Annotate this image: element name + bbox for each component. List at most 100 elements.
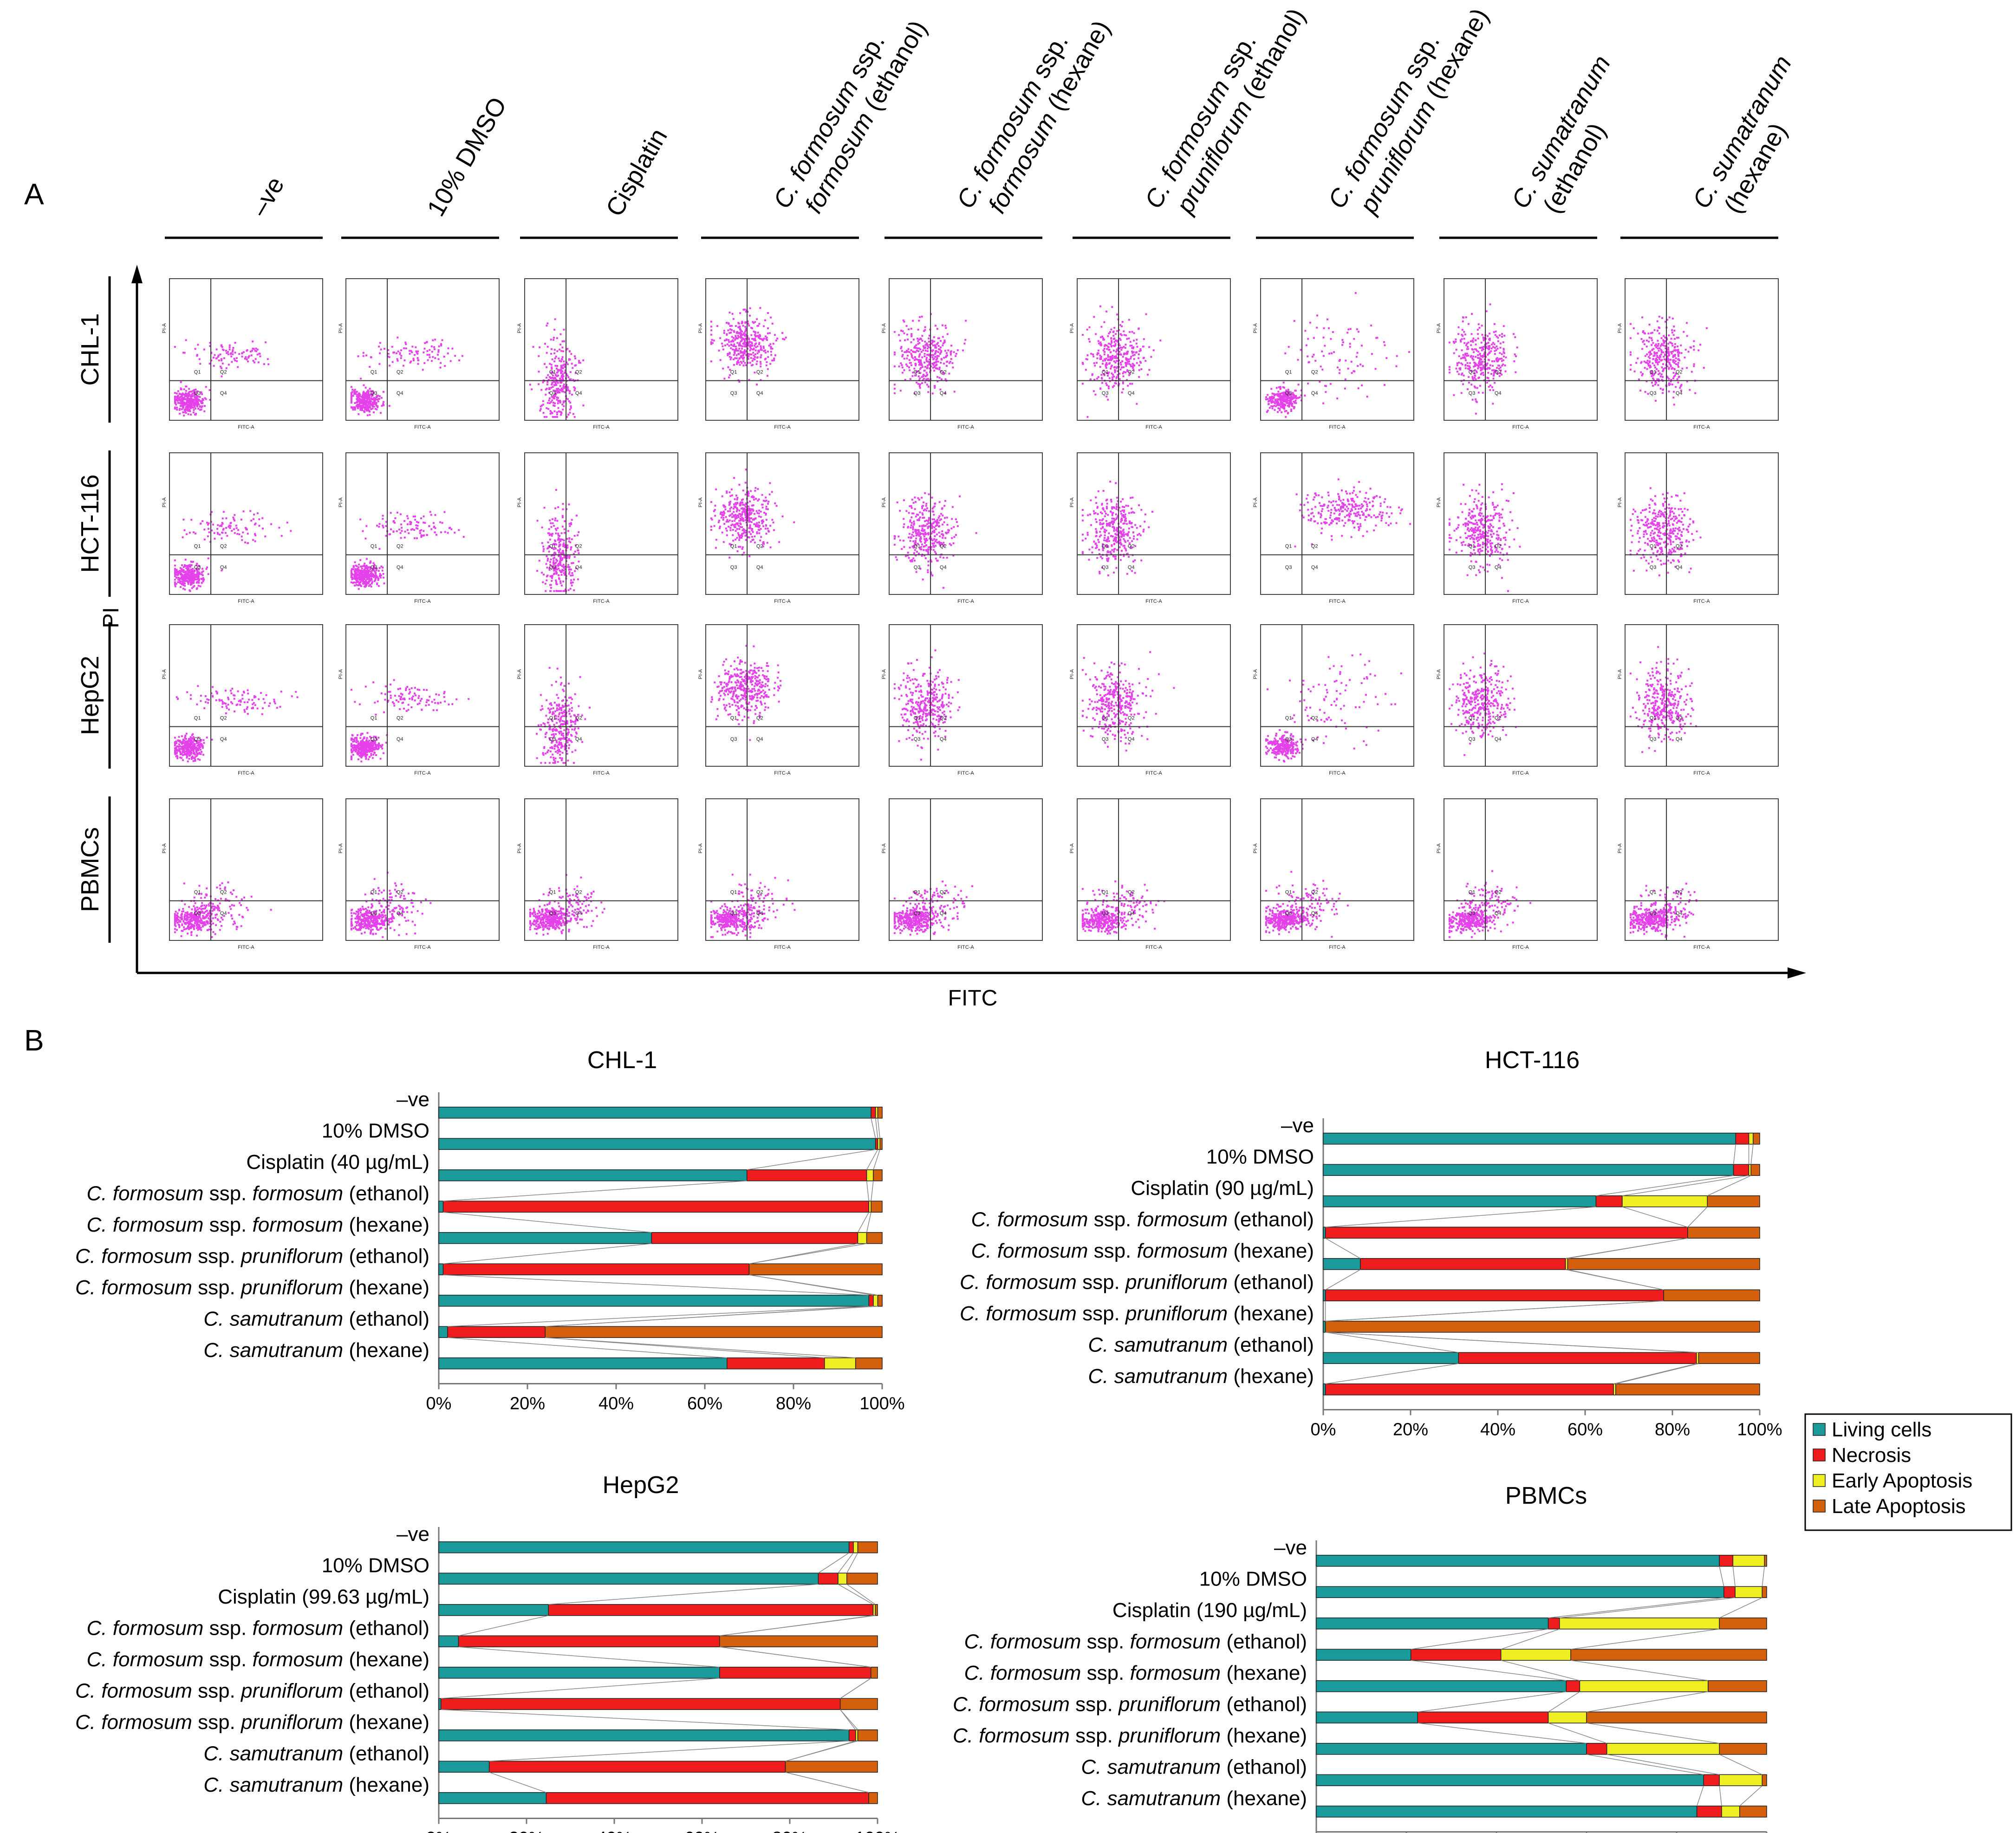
series-connector-line [1696, 1786, 1704, 1807]
flow-plot-frame [524, 278, 678, 421]
bar-segment-living-cells [438, 1107, 871, 1119]
row-header-label: PBMCs [76, 827, 104, 912]
bar-segment-necrosis [548, 1604, 874, 1616]
mini-y-label: PI-A [698, 669, 703, 679]
event-dots [1629, 882, 1697, 938]
event-dots [1629, 315, 1708, 406]
category-label: C. formosum ssp. formosum (hexane) [964, 1662, 1307, 1684]
series-connector-line [1501, 1660, 1580, 1681]
mini-x-label: FITC-A [1329, 945, 1346, 950]
quadrant-label: Q2 [1128, 369, 1135, 375]
quadrant-label: Q2 [575, 715, 582, 721]
quadrant-label: Q4 [397, 565, 403, 570]
quadrant-label: Q3 [1102, 565, 1109, 570]
category-label: C. samutranum (ethanol) [203, 1742, 429, 1765]
quadrant-label: Q3 [914, 391, 921, 396]
bar-segment-late-apoptosis [877, 1295, 883, 1307]
series-connector-line [443, 1274, 869, 1296]
flow-plot: Q1 Q2 Q3 Q4 FITC-A PI-A [162, 278, 323, 430]
flow-plot: Q1 Q2 Q3 Q4 FITC-A PI-A [338, 798, 500, 950]
quadrant-label: Q4 [1495, 565, 1502, 570]
event-dots [1265, 653, 1402, 763]
flow-plot: Q1 Q2 Q3 Q4 FITC-A PI-A [338, 452, 500, 604]
quadrant-label: Q1 [1650, 715, 1657, 721]
flow-plot-frame [1444, 452, 1598, 595]
legend-swatch [1813, 1448, 1826, 1461]
row-header-label: HepG2 [76, 656, 104, 735]
series-connector-line [1559, 1597, 1736, 1618]
quadrant-label: Q2 [1495, 369, 1502, 375]
quadrant-label: Q3 [1469, 737, 1476, 742]
category-label: –ve [397, 1088, 429, 1111]
bar-segment-late-apoptosis [1762, 1774, 1767, 1787]
flow-plot: Q1 Q2 Q3 Q4 FITC-A PI-A [1436, 278, 1598, 430]
mini-y-label: PI-A [1253, 669, 1258, 679]
mini-x-label: FITC-A [593, 770, 610, 776]
event-dots [350, 511, 465, 590]
quadrant-label: Q4 [397, 911, 403, 916]
mini-y-label: PI-A [517, 323, 522, 333]
flow-plot: Q1 Q2 Q3 Q4 FITC-A PI-A [1436, 624, 1598, 776]
bar-segment-necrosis [1360, 1258, 1566, 1270]
mini-y-label: PI-A [517, 843, 522, 853]
bar-segment-late-apoptosis [871, 1200, 883, 1213]
quadrant-label: Q2 [940, 889, 947, 895]
bar-segment-late-apoptosis [873, 1169, 883, 1181]
series-connector-line [838, 1584, 873, 1605]
mini-x-label: FITC-A [1145, 770, 1162, 776]
mini-y-label: PI-A [881, 497, 887, 507]
mini-x-label: FITC-A [957, 945, 974, 950]
quadrant-label: Q1 [1650, 543, 1657, 549]
series-connector-line [1418, 1722, 1587, 1744]
quadrant-label: Q1 [1469, 543, 1476, 549]
bar-segment-late-apoptosis [1567, 1258, 1760, 1270]
category-label: C. formosum ssp. formosum (ethanol) [87, 1182, 429, 1205]
bar-segment-early-apoptosis [1732, 1555, 1765, 1567]
quadrant-label: Q4 [1676, 391, 1683, 396]
mini-x-label: FITC-A [238, 424, 254, 430]
flow-plot-frame [1077, 624, 1231, 767]
mini-y-label: PI-A [881, 843, 887, 853]
event-dots [1081, 481, 1153, 576]
x-tick-label: 60% [684, 1829, 720, 1833]
bar-segment-necrosis [1723, 1586, 1736, 1598]
quadrant-label: Q3 [730, 737, 737, 742]
event-dots [350, 679, 470, 763]
bar-segment-late-apoptosis [879, 1138, 883, 1150]
column-header: C. formosum ssp.pruniflorum (hexane) [1323, 4, 1494, 219]
event-dots [174, 339, 270, 417]
bar-segment-necrosis [442, 1200, 870, 1213]
series-connector-line [1411, 1660, 1567, 1681]
series-connector-line [1325, 1332, 1699, 1353]
category-label: C. formosum ssp. pruniflorum (ethanol) [75, 1679, 429, 1702]
bar-segment-necrosis [1733, 1164, 1749, 1176]
series-connector-line [857, 1212, 869, 1233]
category-label: C. formosum ssp. pruniflorum (hexane) [960, 1302, 1314, 1325]
event-dots [529, 874, 605, 936]
bar-segment-early-apoptosis [857, 1232, 867, 1244]
series-connector-line [1325, 1300, 1664, 1322]
series-connector-line [1739, 1785, 1762, 1807]
mini-y-label: PI-A [1069, 843, 1075, 853]
quadrant-label: Q3 [730, 911, 737, 916]
quadrant-label: Q3 [549, 565, 556, 570]
bar-segment-necrosis [458, 1635, 720, 1648]
quadrant-label: Q3 [371, 911, 377, 916]
bar-segment-living-cells [438, 1729, 850, 1742]
quadrant-label: Q1 [194, 889, 201, 895]
flow-plot: Q1 Q2 Q3 Q4 FITC-A PI-A [1617, 798, 1779, 950]
bar-segment-late-apoptosis [857, 1541, 878, 1553]
bar-segment-early-apoptosis [1500, 1649, 1571, 1661]
flow-plot: Q1 Q2 Q3 Q4 FITC-A PI-A [698, 452, 859, 604]
bar-segment-late-apoptosis [785, 1761, 878, 1773]
bar-segment-early-apoptosis [1622, 1195, 1708, 1207]
quadrant-label: Q1 [371, 543, 377, 549]
quadrant-label: Q3 [371, 565, 377, 570]
quadrant-label: Q2 [1311, 889, 1318, 895]
x-tick-label: 0% [426, 1394, 452, 1414]
series-connector-line [448, 1337, 727, 1358]
quadrant-label: Q2 [220, 889, 227, 895]
quadrant-label: Q1 [549, 543, 556, 549]
bar-segment-late-apoptosis [1698, 1352, 1760, 1364]
